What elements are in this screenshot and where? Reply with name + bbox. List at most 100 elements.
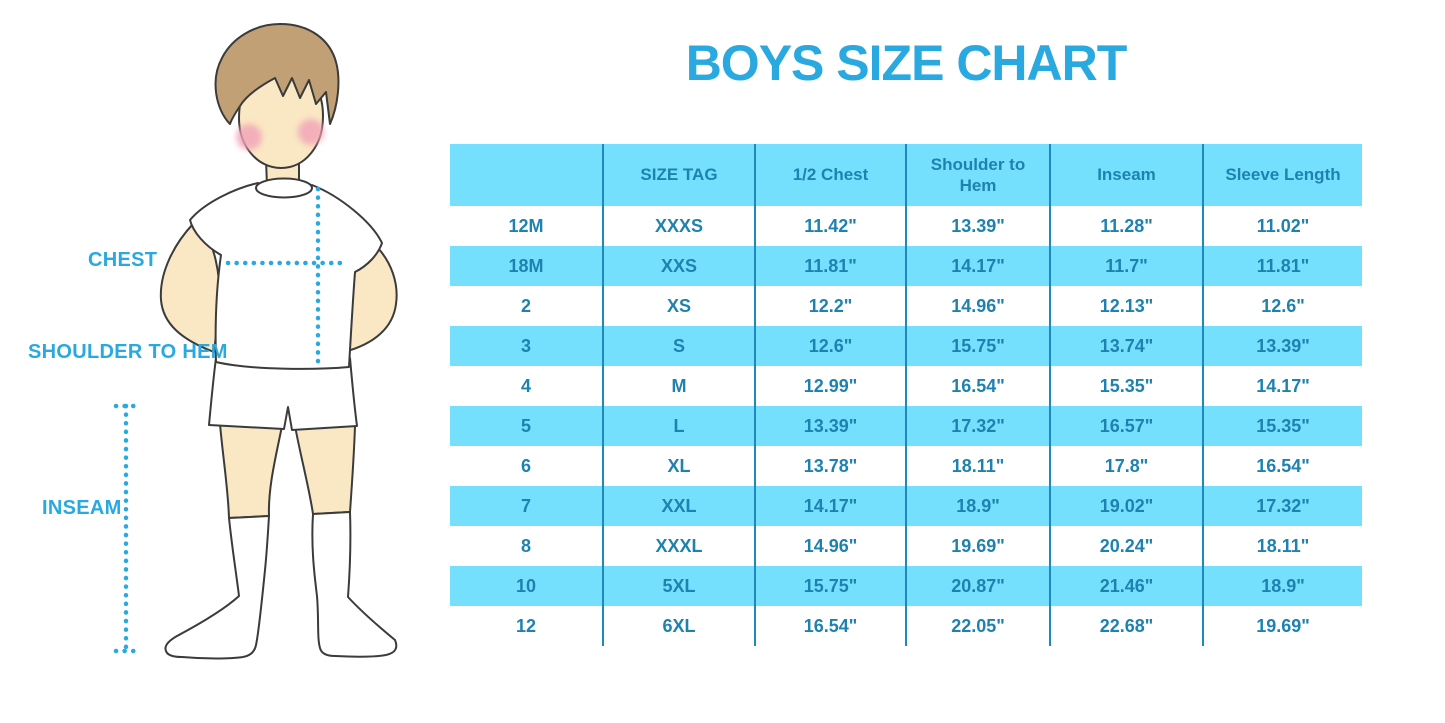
table-cell: 13.39" [1203,326,1362,366]
table-row: 12M XXXS 11.42" 13.39" 11.28" 11.02" [450,206,1362,246]
table-cell: 13.39" [755,406,907,446]
page-title: BOYS SIZE CHART [685,35,1128,91]
table-cell: XXXL [603,526,756,566]
boy-measurement-illustration: CHEST SHOULDER TO HEM INSEAM [0,0,450,723]
table-cell: 11.42" [755,206,907,246]
table-cell: 19.02" [1050,486,1204,526]
table-cell: S [603,326,756,366]
table-cell: 14.17" [755,486,907,526]
right-leg-shape [294,425,356,515]
size-table-body: 12M XXXS 11.42" 13.39" 11.28" 11.02" 18M XXS 11.… [450,206,1362,646]
table-cell: 16.54" [1203,446,1362,486]
table-cell: XXL [603,486,756,526]
table-cell: 14.17" [906,246,1051,286]
table-cell: 12.99" [755,366,907,406]
table-cell: 10 [450,566,604,606]
table-row: 3 S 12.6" 15.75" 13.74" 13.39" [450,326,1362,366]
table-cell: M [603,366,756,406]
size-table-header-row: SIZE TAG 1/2 Chest Shoulder to Hem Inseam Sl… [450,144,1362,206]
table-cell: 18.11" [906,446,1051,486]
table-cell: 16.57" [1050,406,1204,446]
column-header: SIZE TAG [603,144,756,206]
table-cell: 21.46" [1050,566,1204,606]
table-cell: XS [603,286,756,326]
table-cell: 6XL [603,606,756,646]
table-cell: 11.28" [1050,206,1204,246]
table-cell: 22.05" [906,606,1051,646]
shoulder-to-hem-measurement-label: SHOULDER TO HEM [28,341,228,363]
table-cell: 14.17" [1203,366,1362,406]
table-cell: 17.8" [1050,446,1204,486]
table-cell: 13.78" [755,446,907,486]
left-sock-shape [164,515,270,660]
table-cell: 7 [450,486,604,526]
table-cell: L [603,406,756,446]
table-cell: 13.74" [1050,326,1204,366]
chest-measurement-label: CHEST [88,249,158,271]
table-cell: 17.32" [906,406,1051,446]
left-arm-shape [159,223,221,353]
table-cell: 16.54" [755,606,907,646]
table-cell: 11.02" [1203,206,1362,246]
table-row: 18M XXS 11.81" 14.17" 11.7" 11.81" [450,246,1362,286]
hair-shape [214,23,340,125]
table-cell: 4 [450,366,604,406]
table-cell: 3 [450,326,604,366]
table-row: 10 5XL 15.75" 20.87" 21.46" 18.9" [450,566,1362,606]
table-cell: 18M [450,246,604,286]
table-cell: 5XL [603,566,756,606]
table-cell: 16.54" [906,366,1051,406]
table-cell: 12 [450,606,604,646]
table-cell: 13.39" [906,206,1051,246]
table-cell: 20.24" [1050,526,1204,566]
table-cell: 11.7" [1050,246,1204,286]
table-cell: 15.35" [1203,406,1362,446]
right-cheek [298,119,324,145]
column-header [450,144,604,206]
size-table: SIZE TAG 1/2 Chest Shoulder to Hem Inseam Sl… [450,144,1362,646]
table-cell: 15.35" [1050,366,1204,406]
column-header: Shoulder to Hem [906,144,1051,206]
table-row: 2 XS 12.2" 14.96" 12.13" 12.6" [450,286,1362,326]
left-cheek [236,124,262,150]
table-row: 8 XXXL 14.96" 19.69" 20.24" 18.11" [450,526,1362,566]
table-row: 4 M 12.99" 16.54" 15.35" 14.17" [450,366,1362,406]
right-sock-shape [311,511,398,658]
table-cell: XXXS [603,206,756,246]
tshirt-shape [189,182,383,370]
table-row: 6 XL 13.78" 18.11" 17.8" 16.54" [450,446,1362,486]
table-cell: 14.96" [906,286,1051,326]
table-cell: 18.11" [1203,526,1362,566]
table-cell: 12.2" [755,286,907,326]
table-cell: 12.6" [1203,286,1362,326]
table-cell: 19.69" [1203,606,1362,646]
table-cell: 11.81" [755,246,907,286]
inseam-measurement-label: INSEAM [42,497,122,519]
table-cell: XL [603,446,756,486]
column-header: Inseam [1050,144,1204,206]
column-header: 1/2 Chest [755,144,907,206]
table-cell: 17.32" [1203,486,1362,526]
table-cell: 5 [450,406,604,446]
table-cell: 12.6" [755,326,907,366]
table-cell: 2 [450,286,604,326]
shorts-shape [208,357,358,431]
table-cell: 12M [450,206,604,246]
table-cell: 15.75" [906,326,1051,366]
table-row: 5 L 13.39" 17.32" 16.57" 15.35" [450,406,1362,446]
table-row: 7 XXL 14.17" 18.9" 19.02" 17.32" [450,486,1362,526]
table-cell: 15.75" [755,566,907,606]
table-cell: 19.69" [906,526,1051,566]
table-cell: 22.68" [1050,606,1204,646]
table-cell: 18.9" [906,486,1051,526]
table-cell: 20.87" [906,566,1051,606]
table-cell: 11.81" [1203,246,1362,286]
table-cell: 18.9" [1203,566,1362,606]
table-cell: 6 [450,446,604,486]
boy-figure-illustration [113,23,398,660]
table-row: 12 6XL 16.54" 22.05" 22.68" 19.69" [450,606,1362,646]
column-header: Sleeve Length [1203,144,1362,206]
table-cell: 8 [450,526,604,566]
table-cell: 14.96" [755,526,907,566]
